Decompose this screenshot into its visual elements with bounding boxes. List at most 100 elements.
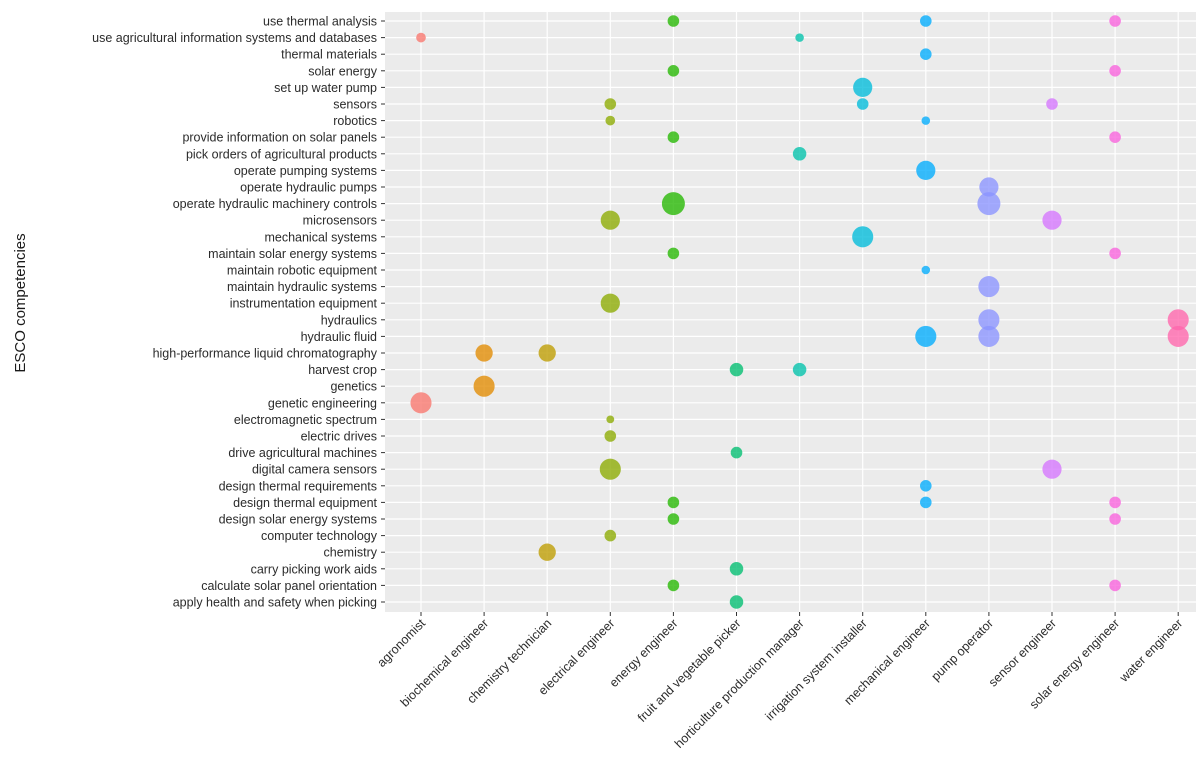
y-tick-label: provide information on solar panels [182, 131, 377, 145]
y-tick-label: instrumentation equipment [230, 297, 378, 311]
data-point [416, 32, 426, 43]
data-point [667, 579, 680, 592]
y-tick-label: computer technology [261, 529, 378, 543]
data-point [979, 177, 999, 197]
y-tick-label: use agricultural information systems and… [92, 31, 377, 45]
data-point [792, 147, 807, 161]
y-tick-label: operate pumping systems [234, 164, 377, 178]
y-tick-label: carry picking work aids [251, 562, 377, 576]
data-point [667, 247, 680, 260]
data-point [1109, 247, 1121, 260]
x-tick-label: horticulture production manager [672, 616, 807, 751]
y-tick-label: maintain robotic equipment [227, 264, 378, 278]
y-tick-label: genetic engineering [268, 396, 377, 410]
data-point [729, 595, 744, 609]
data-point [977, 192, 1001, 216]
data-point [667, 131, 680, 143]
data-point [667, 15, 680, 27]
y-tick-label: maintain solar energy systems [208, 247, 377, 261]
data-point [978, 309, 1000, 331]
x-tick-label: irrigation system installer [763, 616, 870, 723]
data-point [604, 430, 617, 442]
data-point [667, 65, 680, 77]
y-tick-label: sensors [333, 98, 377, 112]
data-point [410, 392, 432, 414]
data-point [915, 325, 937, 347]
data-point [920, 480, 932, 492]
y-tick-label: electric drives [301, 430, 377, 444]
y-tick-label: electromagnetic spectrum [234, 413, 377, 427]
y-tick-label: set up water pump [274, 81, 377, 95]
y-tick-label: thermal materials [281, 48, 377, 62]
y-tick-label: operate hydraulic pumps [240, 181, 377, 195]
data-point [1046, 98, 1058, 110]
data-point [1042, 210, 1062, 230]
data-point [604, 98, 617, 110]
data-point [920, 15, 932, 27]
data-point [1109, 513, 1121, 525]
data-point [1109, 65, 1121, 77]
y-tick-label: use thermal analysis [263, 15, 377, 29]
data-point [475, 344, 493, 362]
y-tick-label: maintain hydraulic systems [227, 280, 377, 294]
data-point [921, 265, 931, 275]
data-point [1167, 325, 1189, 347]
y-tick-label: solar energy [308, 64, 378, 78]
data-point [600, 293, 620, 313]
y-tick-label: apply health and safety when picking [173, 596, 377, 610]
data-point [1042, 459, 1062, 479]
data-point [853, 77, 873, 97]
data-point [667, 513, 680, 525]
data-point [604, 529, 617, 542]
data-point [729, 362, 744, 377]
x-tick-label: pump operator [929, 616, 996, 683]
data-point [920, 48, 932, 60]
y-axis-ticks: use thermal analysis use agricultural inf… [92, 15, 385, 610]
x-tick-label: sensor engineer [986, 616, 1059, 689]
data-point [1109, 131, 1121, 143]
y-tick-label: harvest crop [308, 363, 377, 377]
y-tick-label: digital camera sensors [252, 463, 377, 477]
data-point [852, 226, 874, 248]
data-point [600, 210, 620, 230]
data-point [473, 375, 495, 397]
y-tick-label: design solar energy systems [219, 513, 377, 527]
data-point [1109, 579, 1121, 592]
data-point [856, 98, 869, 110]
data-point [538, 344, 556, 362]
data-point [1109, 496, 1121, 509]
y-axis-title: ESCO competencies [12, 233, 29, 372]
y-tick-label: drive agricultural machines [228, 446, 377, 460]
data-point [1109, 15, 1121, 27]
data-point [792, 362, 807, 377]
data-point [599, 458, 621, 480]
data-point [920, 496, 932, 509]
y-tick-label: design thermal requirements [219, 479, 377, 493]
y-tick-label: genetics [330, 380, 377, 394]
y-tick-label: mechanical systems [264, 230, 377, 244]
y-tick-label: operate hydraulic machinery controls [173, 197, 377, 211]
plot-panel [385, 12, 1196, 612]
data-point [730, 446, 743, 459]
data-point [795, 33, 804, 42]
x-tick-label: water engineer [1116, 616, 1185, 685]
y-tick-label: calculate solar panel orientation [201, 579, 377, 593]
x-tick-label: fruit and vegetable picker [635, 616, 744, 725]
data-point [1167, 309, 1189, 331]
data-point [729, 562, 744, 576]
data-point [667, 496, 680, 509]
y-tick-label: robotics [333, 114, 377, 128]
data-points [410, 15, 1189, 609]
data-point [916, 160, 936, 180]
y-tick-label: hydraulics [321, 313, 377, 327]
y-tick-label: microsensors [303, 214, 377, 228]
data-point [661, 192, 685, 216]
data-point [921, 116, 931, 125]
y-tick-label: high-performance liquid chromatography [153, 347, 378, 361]
y-tick-label: design thermal equipment [233, 496, 377, 510]
data-point [978, 276, 1000, 298]
y-tick-label: chemistry [324, 546, 378, 560]
